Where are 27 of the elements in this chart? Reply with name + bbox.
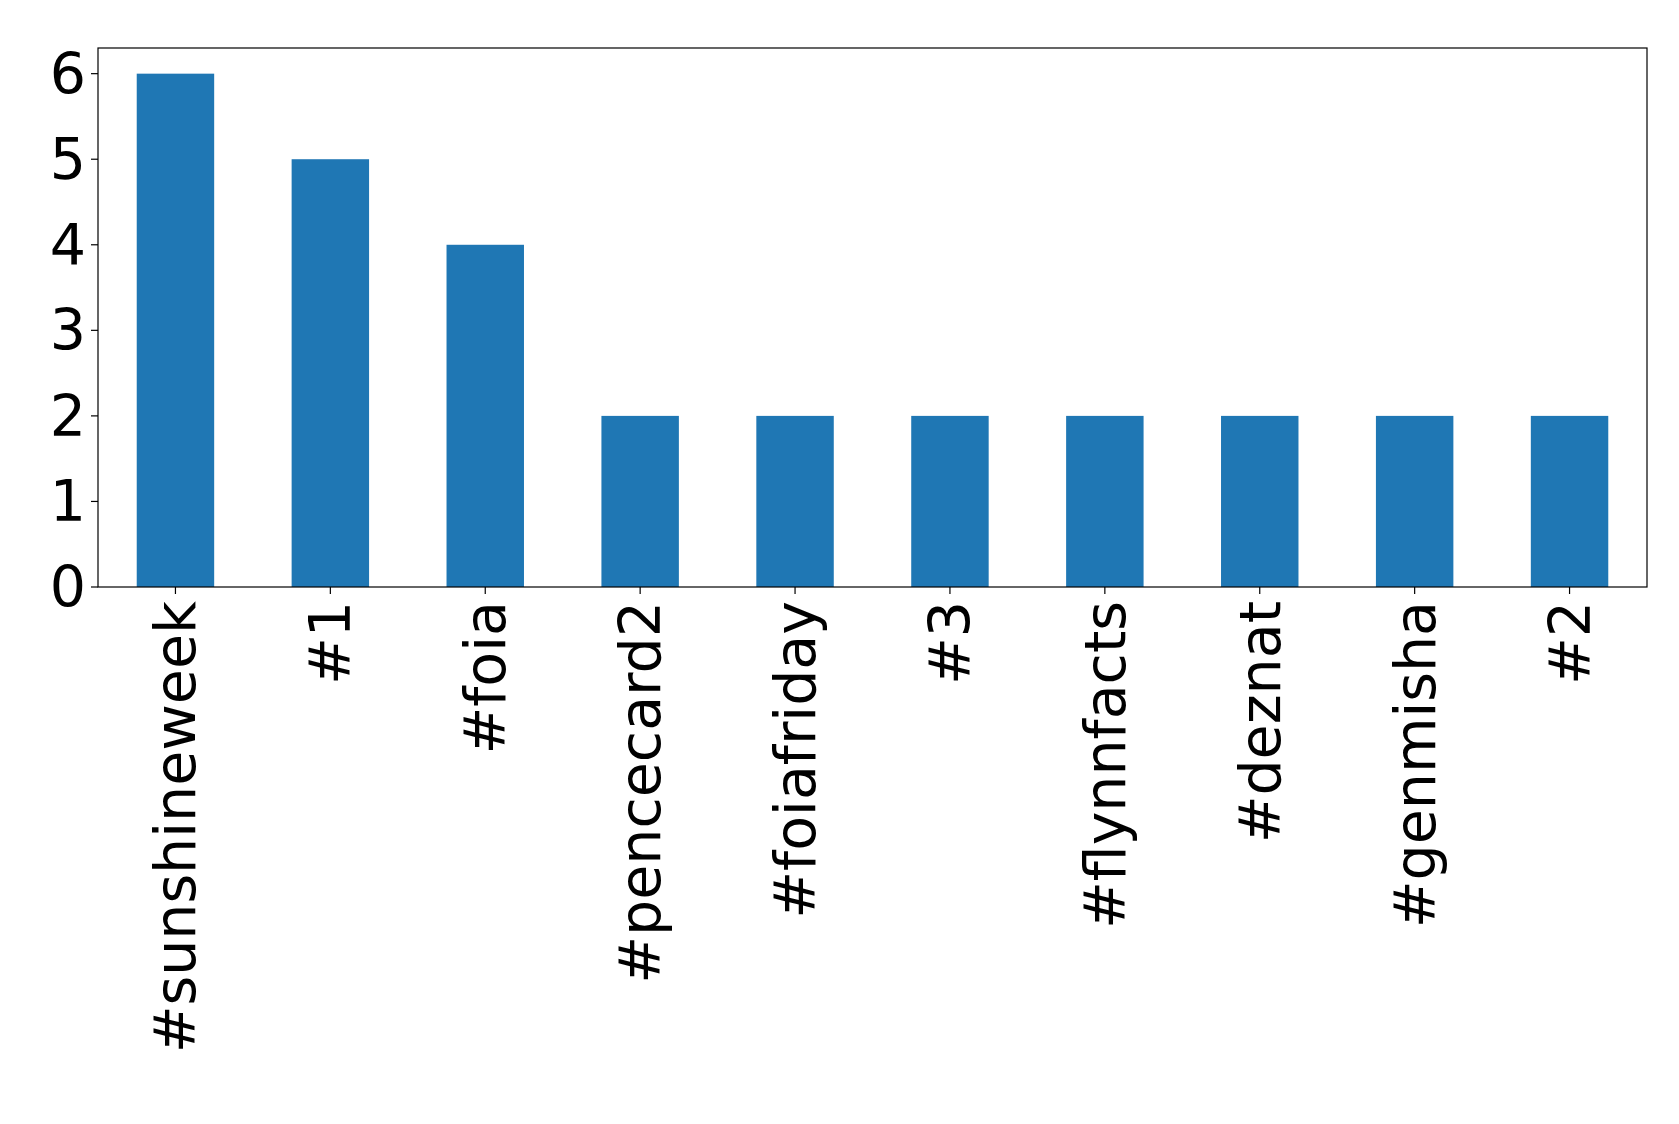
y-tick-label: 4 [49, 211, 86, 278]
bar [1066, 415, 1144, 587]
bar [911, 415, 989, 587]
x-tick-label: #pencecard2 [607, 601, 674, 984]
x-tick-label: #foia [452, 601, 519, 755]
bar [446, 244, 524, 587]
bar [601, 415, 679, 587]
x-tick-label: #2 [1536, 601, 1603, 686]
bar [1221, 415, 1299, 587]
bar [291, 159, 370, 587]
y-tick-label: 1 [49, 468, 86, 535]
bar [136, 73, 215, 587]
y-tick-label: 3 [49, 297, 86, 364]
y-tick-label: 0 [49, 553, 86, 620]
bar [1530, 415, 1609, 587]
x-tick-label: #3 [916, 601, 983, 686]
x-tick-label: #deznat [1226, 601, 1293, 844]
bar [1375, 415, 1454, 587]
x-tick-label: #1 [297, 601, 364, 686]
x-tick-label: #foiafriday [762, 601, 828, 919]
y-tick-label: 6 [49, 40, 86, 107]
bar [756, 415, 834, 587]
x-tick-label: #genmisha [1381, 601, 1448, 929]
y-tick-label: 2 [49, 382, 86, 449]
x-tick-label: #flynnfacts [1071, 601, 1138, 930]
x-tick-label: #sunshineweek [142, 601, 209, 1054]
y-tick-label: 5 [49, 126, 86, 193]
